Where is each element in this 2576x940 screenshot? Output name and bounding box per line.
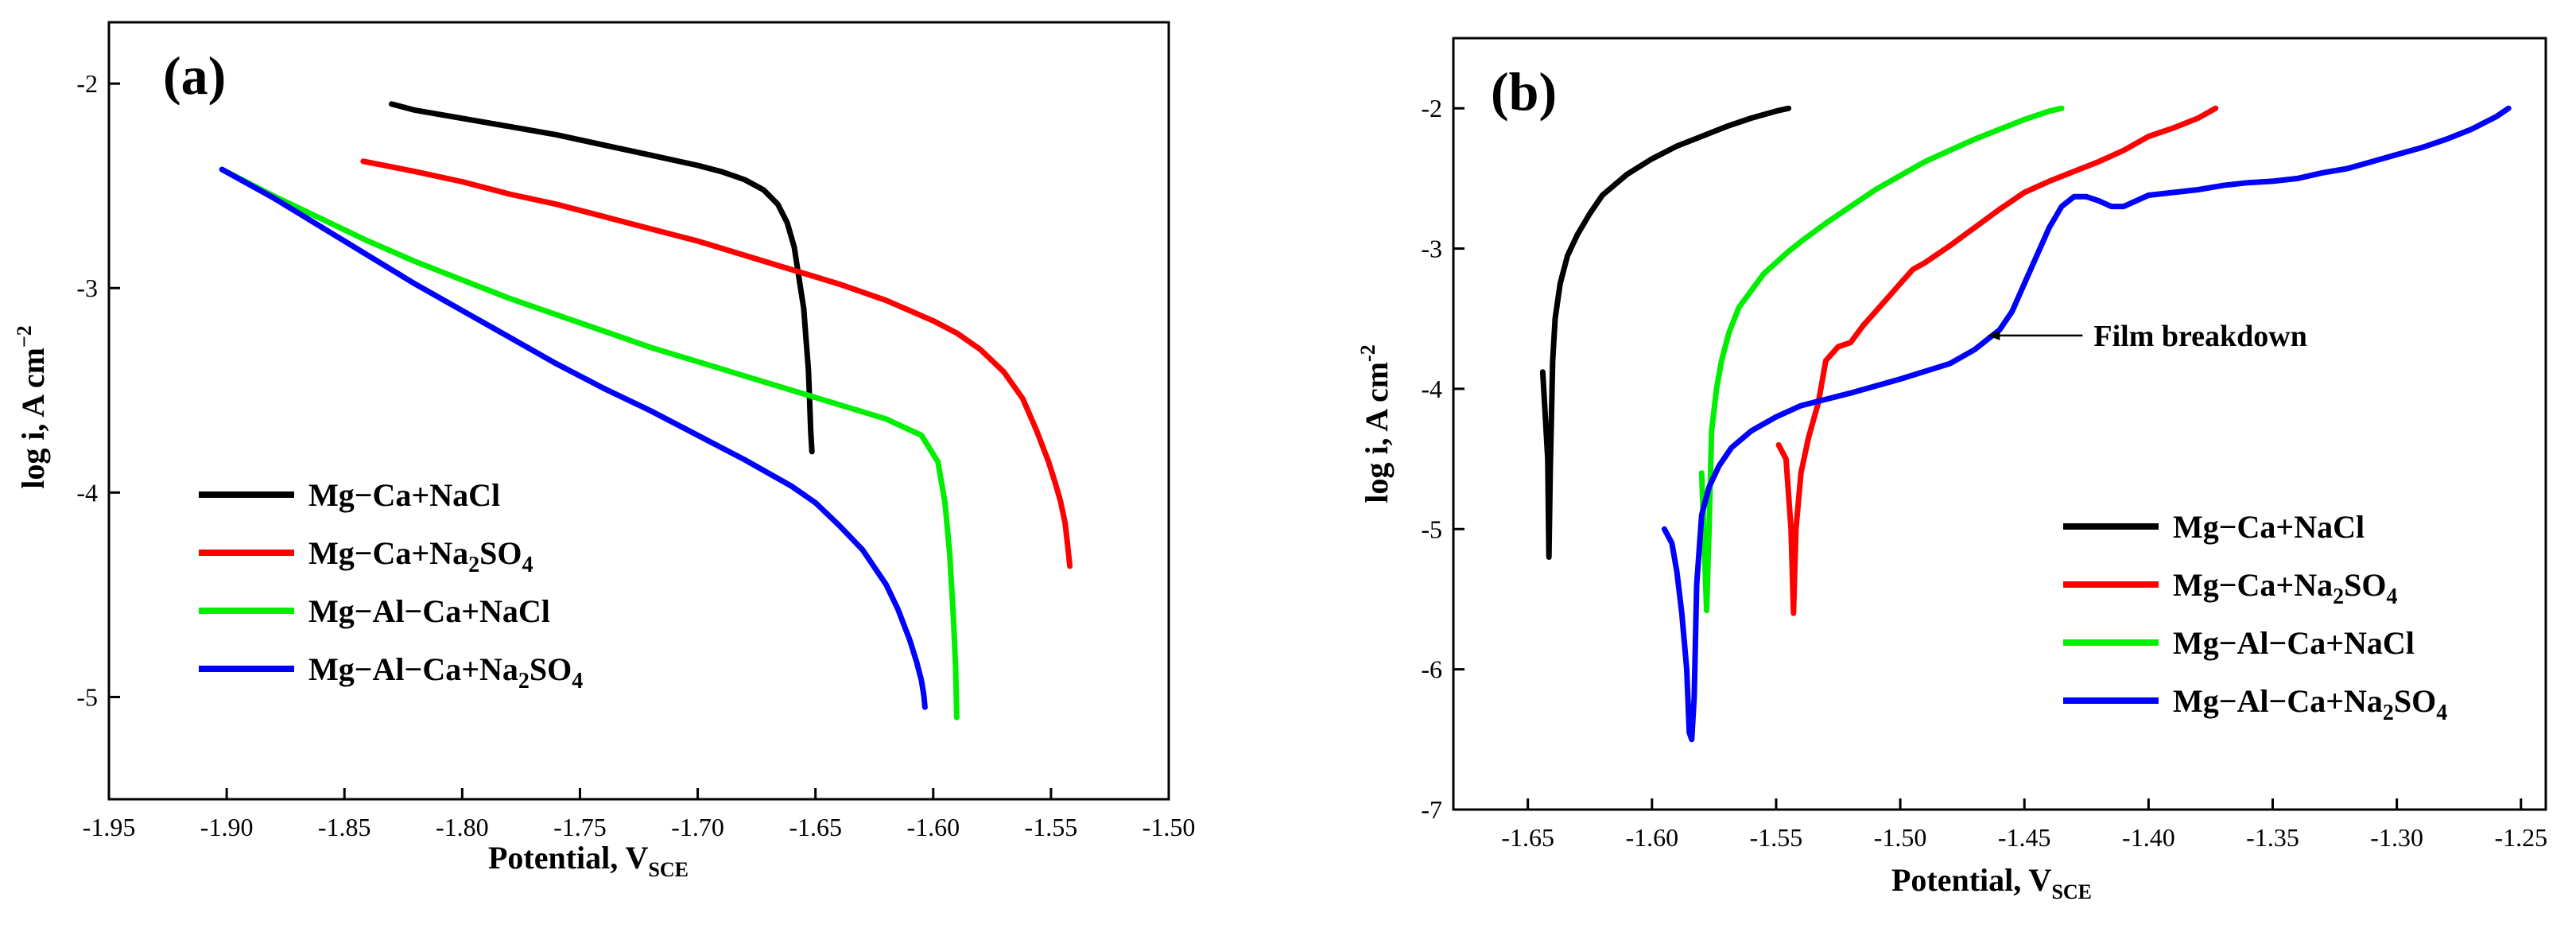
legend-label-4: Mg−Al−Ca+Na2SO4 xyxy=(308,651,583,693)
legend-subscript: 4 xyxy=(572,669,583,693)
legend-subscript: 2 xyxy=(518,669,530,693)
x-tick-label: -1.50 xyxy=(1143,813,1196,841)
legend-text: Mg−Al−Ca+NaCl xyxy=(2173,625,2415,661)
legend-label-1: Mg−Ca+NaCl xyxy=(308,477,500,513)
annotation-text: Film breakdown xyxy=(2093,320,2307,353)
legend-text: SO xyxy=(2344,567,2386,603)
series-line-4 xyxy=(219,166,928,710)
x-tick-label: -1.75 xyxy=(553,813,607,841)
x-tick-label: -1.65 xyxy=(1501,823,1554,852)
legend-text: Mg−Al−Ca+NaCl xyxy=(308,593,550,629)
chart-panel-a: -1.95 -1.90 -1.85 -1.80 -1.75 -1.70 -1.65 -1.60… xyxy=(13,21,1196,881)
legend-subscript: 4 xyxy=(2436,701,2447,725)
legend-subscript: 4 xyxy=(2386,585,2397,609)
legend-text: Mg−Al−Ca+Na xyxy=(308,651,518,687)
y-tick-label: -7 xyxy=(1421,795,1442,824)
y-tick-label: -5 xyxy=(76,682,98,711)
y-axis-title-a: log i, A cm−2 xyxy=(13,325,51,489)
y-axis-title-a-sup: −2 xyxy=(13,325,36,348)
legend-a: Mg−Ca+NaClMg−Ca+Na2SO4Mg−Al−Ca+NaClMg−Al… xyxy=(199,477,583,693)
x-tick-label: -1.30 xyxy=(2370,823,2423,852)
series-line-4 xyxy=(1661,105,2512,743)
legend-label-4: Mg−Al−Ca+Na2SO4 xyxy=(2173,683,2447,725)
x-axis-title-a: Potential, VSCE xyxy=(488,840,689,881)
legend-text: Mg−Ca+NaCl xyxy=(308,477,500,513)
legend-label-3: Mg−Al−Ca+NaCl xyxy=(2173,625,2415,661)
x-tick-label: -1.55 xyxy=(1750,823,1803,852)
y-axis-title-a-main: log i, A cm xyxy=(15,348,51,489)
y-tick-label: -2 xyxy=(76,69,98,98)
x-tick-label: -1.25 xyxy=(2494,823,2547,852)
curves-b xyxy=(1539,105,2512,743)
legend-text: Mg−Ca+NaCl xyxy=(2173,509,2365,545)
x-tick-label: -1.90 xyxy=(200,813,254,841)
x-tick-label: -1.40 xyxy=(2122,823,2175,852)
series-line-3 xyxy=(219,166,960,721)
legend-subscript: 4 xyxy=(522,553,533,577)
series-line-3 xyxy=(1698,105,2065,614)
x-tick-label: -1.35 xyxy=(2246,823,2299,852)
series-line-1 xyxy=(1539,105,1792,560)
panel-label-b: (b) xyxy=(1491,61,1557,122)
x-axis-title-b: Potential, VSCE xyxy=(1891,862,2092,903)
y-tick-label: -6 xyxy=(1421,655,1442,684)
legend-text: Mg−Ca+Na xyxy=(308,535,468,571)
legend-text: Mg−Al−Ca+Na xyxy=(2173,683,2383,719)
series-line-1 xyxy=(389,101,815,455)
y-tick-label: -3 xyxy=(76,274,98,302)
x-axis-title-a-main: Potential, V xyxy=(488,840,649,876)
x-tick-label: -1.65 xyxy=(789,813,842,841)
legend-label-2: Mg−Ca+Na2SO4 xyxy=(2173,567,2397,609)
plot-frame-b xyxy=(1452,37,2547,811)
x-tick-label: -1.45 xyxy=(1998,823,2051,852)
x-axis-title-b-sub: SCE xyxy=(2051,880,2092,903)
y-axis-b: -2 -3 -4 -5 -6 -7 xyxy=(1421,94,1465,824)
y-tick-label: -4 xyxy=(76,478,98,507)
legend-label-3: Mg−Al−Ca+NaCl xyxy=(308,593,550,629)
x-axis-b: -1.65 -1.60 -1.55 -1.50 -1.45 -1.40 -1.35 -1.30… xyxy=(1501,798,2547,852)
y-axis-title-b-sup: -2 xyxy=(1356,344,1379,362)
legend-text: SO xyxy=(530,651,572,687)
x-tick-label: -1.55 xyxy=(1025,813,1078,841)
legend-subscript: 2 xyxy=(2333,585,2344,609)
y-tick-label: -2 xyxy=(1421,94,1442,122)
y-tick-label: -3 xyxy=(1421,235,1442,263)
x-tick-label: -1.80 xyxy=(436,813,489,841)
x-tick-label: -1.95 xyxy=(83,813,136,841)
legend-label-1: Mg−Ca+NaCl xyxy=(2173,509,2365,545)
x-tick-label: -1.60 xyxy=(1625,823,1678,852)
x-tick-label: -1.60 xyxy=(906,813,960,841)
panel-label-a: (a) xyxy=(163,45,226,106)
y-axis-a: -2 -3 -4 -5 xyxy=(76,69,120,711)
annotation-arrow-head xyxy=(1987,330,2000,340)
series-line-2 xyxy=(360,158,1073,569)
legend-b: Mg−Ca+NaClMg−Ca+Na2SO4Mg−Al−Ca+NaClMg−Al… xyxy=(2063,509,2447,725)
x-axis-title-a-sub: SCE xyxy=(648,858,689,881)
annotation-film-breakdown: Film breakdown xyxy=(1987,320,2307,353)
legend-subscript: 2 xyxy=(2383,701,2394,725)
legend-text: SO xyxy=(479,535,522,571)
legend-text: Mg−Ca+Na xyxy=(2173,567,2333,603)
x-tick-label: -1.70 xyxy=(671,813,724,841)
y-tick-label: -5 xyxy=(1421,515,1442,543)
x-tick-label: -1.50 xyxy=(1874,823,1927,852)
y-tick-label: -4 xyxy=(1421,375,1442,403)
y-axis-title-b: log i, A cm-2 xyxy=(1356,344,1395,503)
legend-text: SO xyxy=(2394,683,2436,719)
x-tick-label: -1.85 xyxy=(318,813,371,841)
curves-a xyxy=(219,101,1073,721)
legend-subscript: 2 xyxy=(468,553,479,577)
chart-panel-b: -1.65 -1.60 -1.55 -1.50 -1.45 -1.40 -1.35 -1.30… xyxy=(1356,37,2547,903)
y-axis-title-b-main: log i, A cm xyxy=(1359,362,1395,503)
x-axis-a: -1.95 -1.90 -1.85 -1.80 -1.75 -1.70 -1.65 -1.60… xyxy=(83,788,1196,841)
x-axis-title-b-main: Potential, V xyxy=(1891,862,2052,898)
series-line-2 xyxy=(1775,105,2219,616)
plot-frame-a xyxy=(107,21,1170,801)
legend-label-2: Mg−Ca+Na2SO4 xyxy=(308,535,533,577)
